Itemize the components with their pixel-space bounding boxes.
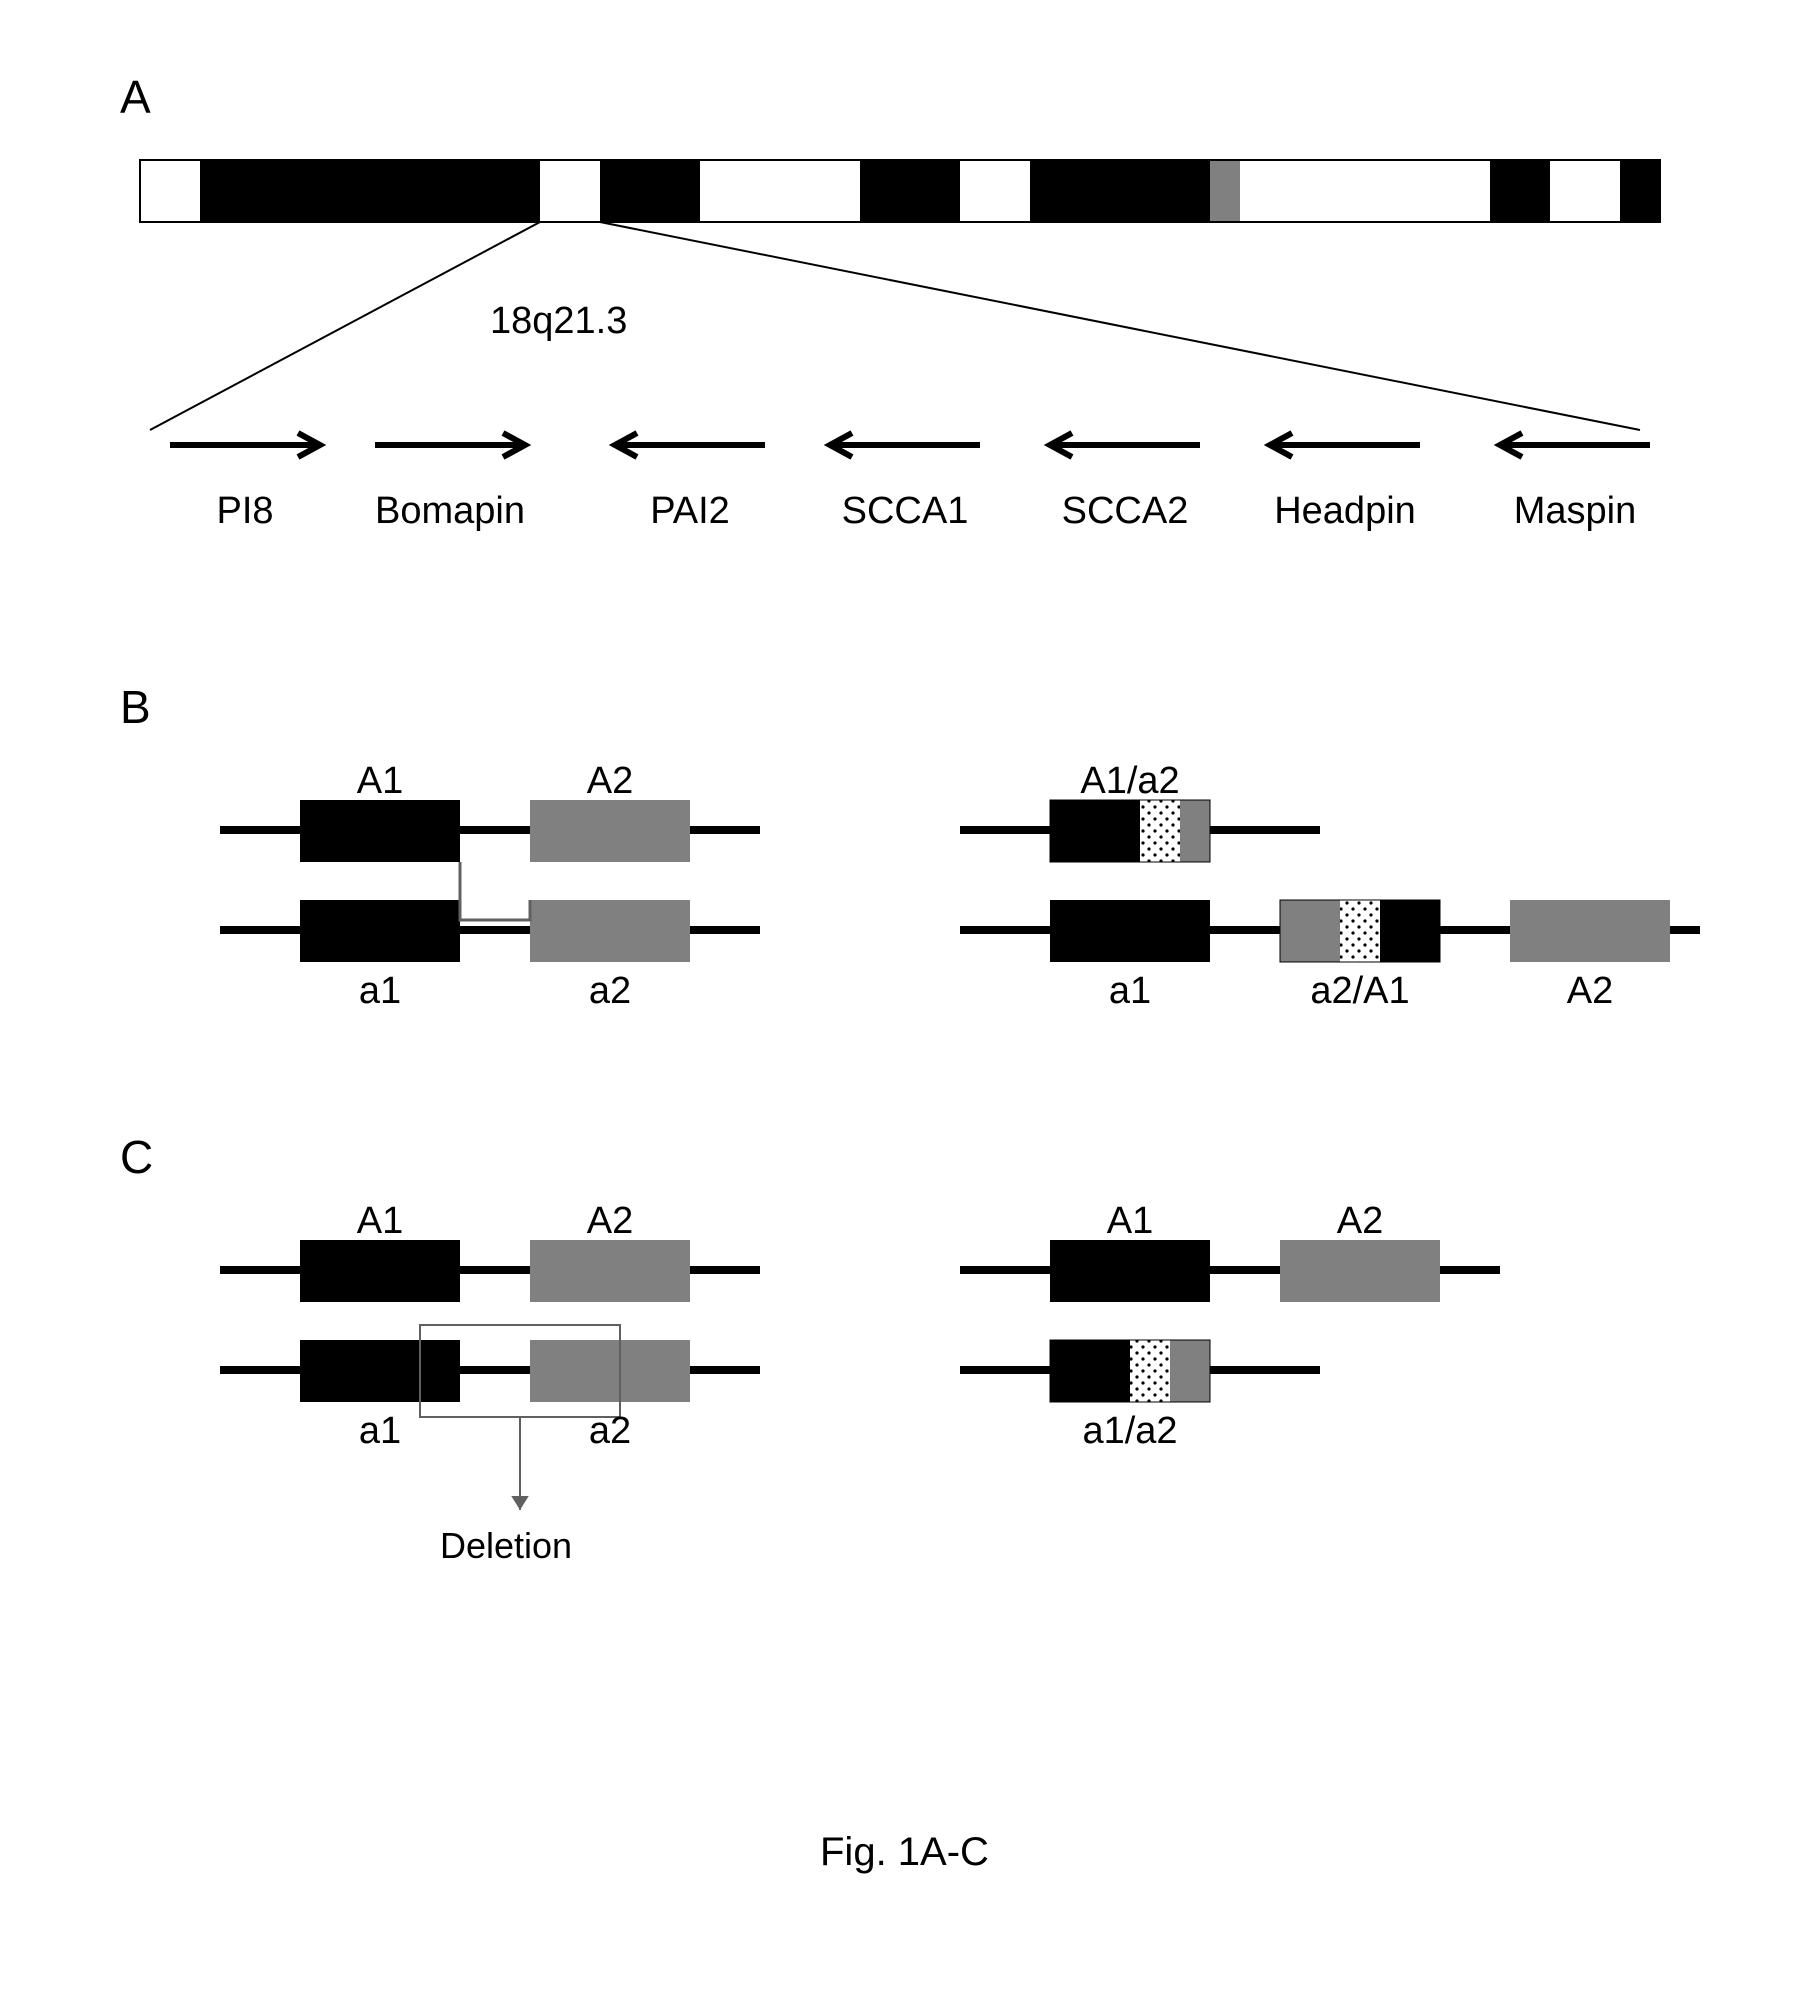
gene-label: SCCA1: [810, 490, 1000, 533]
panel-b-label: B: [120, 680, 151, 734]
gene-label: Bomapin: [355, 490, 545, 533]
gene-label: SCCA2: [1030, 490, 1220, 533]
box-label: a1: [1040, 970, 1220, 1013]
box-label: A1: [290, 1200, 470, 1243]
panel-c-label: C: [120, 1130, 153, 1184]
box-label: a1: [290, 1410, 470, 1453]
box-label: A1: [1040, 1200, 1220, 1243]
gene-label: Headpin: [1250, 490, 1440, 533]
box-label: a2: [520, 970, 700, 1013]
box-label: A1: [290, 760, 470, 803]
panel-a-label: A: [120, 70, 151, 124]
box-label: a2/A1: [1270, 970, 1450, 1013]
box-label: A2: [1270, 1200, 1450, 1243]
region-label: 18q21.3: [490, 300, 627, 343]
box-label: a1/a2: [1040, 1410, 1220, 1453]
box-label: a2: [520, 1410, 700, 1453]
gene-label: PAI2: [595, 490, 785, 533]
box-label: A2: [1500, 970, 1680, 1013]
figure-page: A B C 18q21.3 Fig. 1A-C Deletion PI8 Boma…: [0, 0, 1795, 2006]
figure-caption: Fig. 1A-C: [820, 1830, 989, 1875]
box-label: A1/a2: [1040, 760, 1220, 803]
box-label: a1: [290, 970, 470, 1013]
deletion-label: Deletion: [440, 1525, 572, 1567]
gene-label: Maspin: [1480, 490, 1670, 533]
box-label: A2: [520, 1200, 700, 1243]
gene-label: PI8: [150, 490, 340, 533]
box-label: A2: [520, 760, 700, 803]
